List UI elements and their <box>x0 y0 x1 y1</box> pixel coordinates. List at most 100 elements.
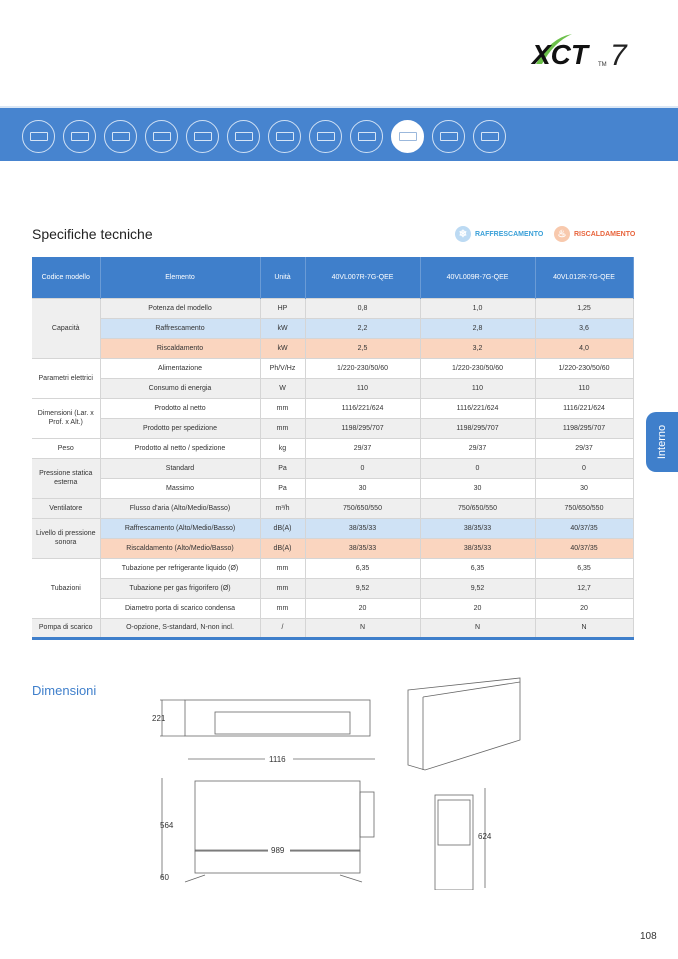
table-row: Prodotto per spedizione mm 1198/295/707 119… <box>32 417 634 439</box>
dim-total-height: 624 <box>478 832 492 841</box>
unit-cell: / <box>260 617 306 640</box>
item-cell: Alimentazione <box>100 357 261 379</box>
column-header: Codice modello <box>32 257 101 298</box>
cassette-compact-icon[interactable] <box>22 120 55 153</box>
value-cell: 750/650/550 <box>305 497 421 519</box>
item-cell: Raffrescamento <box>100 317 261 339</box>
value-cell: 4,0 <box>535 337 634 359</box>
cassette-round-icon[interactable] <box>145 120 178 153</box>
table-row: Consumo di energia W 110 110 110 <box>32 377 634 399</box>
item-cell: Standard <box>100 457 261 479</box>
wall-mounted-icon[interactable] <box>309 120 342 153</box>
value-cell: 1198/295/707 <box>420 417 536 439</box>
value-cell: 1116/221/624 <box>305 397 421 419</box>
value-cell: 20 <box>535 597 634 619</box>
unit-cell: mm <box>260 417 306 439</box>
value-cell: 20 <box>420 597 536 619</box>
value-cell: 29/37 <box>305 437 421 459</box>
unit-cell: HP <box>260 297 306 319</box>
item-cell: Massimo <box>100 477 261 499</box>
value-cell: 9,52 <box>305 577 421 599</box>
svg-text:TM: TM <box>598 62 607 68</box>
value-cell: 6,35 <box>535 557 634 579</box>
value-cell: 29/37 <box>535 437 634 459</box>
table-row: Pressione statica esterna Standard Pa 0 0 0 <box>32 457 634 499</box>
table-row: Riscaldamento (Alto/Medio/Basso) dB(A) 38/… <box>32 537 634 559</box>
side-view-drawing <box>434 788 486 890</box>
side-tab-label: Interno <box>656 424 668 460</box>
value-cell: 38/35/33 <box>420 537 536 559</box>
dim-foot: 60 <box>160 873 169 882</box>
value-cell: 1,25 <box>535 297 634 319</box>
column-header: Unità <box>260 257 306 298</box>
cassette-4way-icon[interactable] <box>104 120 137 153</box>
value-cell: 750/650/550 <box>535 497 634 519</box>
unit-cell: mm <box>260 557 306 579</box>
table-row: Riscaldamento kW 2,5 3,2 4,0 <box>32 337 634 359</box>
value-cell: N <box>305 617 421 640</box>
value-cell: 38/35/33 <box>420 517 536 539</box>
group-label: Tubazioni <box>32 557 101 619</box>
value-cell: 1116/221/624 <box>420 397 536 419</box>
value-cell: 2,5 <box>305 337 421 359</box>
value-cell: 1/220-230/50/60 <box>535 357 634 379</box>
cassette-1way-icon[interactable] <box>63 120 96 153</box>
front-view-drawing <box>160 699 371 737</box>
value-cell: 0 <box>305 457 421 479</box>
floor-ceiling-icon[interactable] <box>350 120 383 153</box>
duct-medium-icon[interactable] <box>227 120 260 153</box>
table-row: Massimo Pa 30 30 30 <box>32 477 634 499</box>
value-cell: 6,35 <box>305 557 421 579</box>
item-cell: Raffrescamento (Alto/Medio/Basso) <box>100 517 261 539</box>
item-cell: Flusso d'aria (Alto/Medio/Basso) <box>100 497 261 519</box>
unit-glyph <box>357 132 376 141</box>
value-cell: 40/37/35 <box>535 537 634 559</box>
unit-cell: dB(A) <box>260 517 306 539</box>
value-cell: 110 <box>305 377 421 399</box>
value-cell: 6,35 <box>420 557 536 579</box>
legend-heating: ♨ RISCALDAMENTO <box>554 226 635 242</box>
ahu-kit-icon[interactable] <box>473 120 506 153</box>
xct7-logo: XCT TM 7 <box>528 28 648 72</box>
unit-cell: kW <box>260 317 306 339</box>
group-label: Livello di pressione sonora <box>32 517 101 559</box>
item-cell: Prodotto al netto / spedizione <box>100 437 261 459</box>
dim-length-bg <box>265 754 293 764</box>
item-cell: Potenza del modello <box>100 297 261 319</box>
side-tab-interno[interactable]: Interno <box>646 412 678 472</box>
item-cell: Tubazione per gas frigorifero (Ø) <box>100 577 261 599</box>
value-cell: 0 <box>535 457 634 479</box>
legend-cooling-label: RAFFRESCAMENTO <box>475 230 544 238</box>
page-number: 108 <box>640 931 657 942</box>
item-cell: O-opzione, S-standard, N-non incl. <box>100 617 261 640</box>
unit-cell: W <box>260 377 306 399</box>
value-cell: 1116/221/624 <box>535 397 634 419</box>
table-row: Parametri elettrici Alimentazione Ph/V/Hz 1… <box>32 357 634 399</box>
table-row: Tubazioni Tubazione per refrigerante liqu… <box>32 557 634 619</box>
duct-slim-icon[interactable] <box>186 120 219 153</box>
duct-high-icon[interactable] <box>268 120 301 153</box>
floor-concealed-icon[interactable] <box>391 120 424 153</box>
unit-cell: mm <box>260 397 306 419</box>
group-label: Parametri elettrici <box>32 357 101 399</box>
snowflake-icon: ❄ <box>455 226 471 242</box>
column-header: 40VL009R-7G-QEE <box>420 257 536 298</box>
value-cell: N <box>535 617 634 640</box>
unit-cell: kW <box>260 337 306 359</box>
unit-glyph <box>29 132 48 141</box>
value-cell: 3,2 <box>420 337 536 359</box>
value-cell: 1,0 <box>420 297 536 319</box>
table-row: Diametro porta di scarico condensa mm 20 20… <box>32 597 634 619</box>
unit-glyph <box>316 132 335 141</box>
table-row: Peso Prodotto al netto / spedizione kg 29/3… <box>32 437 634 459</box>
item-cell: Riscaldamento <box>100 337 261 359</box>
item-cell: Riscaldamento (Alto/Medio/Basso) <box>100 537 261 559</box>
value-cell: 1198/295/707 <box>305 417 421 439</box>
value-cell: 1/220-230/50/60 <box>420 357 536 379</box>
dimension-drawings: 221 1116 564 989 60 624 <box>152 677 521 890</box>
svg-text:7: 7 <box>610 39 628 72</box>
dim-inner-length: 989 <box>271 846 285 855</box>
table-row: Capacità Potenza del modello HP 0,8 1,0 1,25 <box>32 297 634 359</box>
console-icon[interactable] <box>432 120 465 153</box>
table-row: Pompa di scarico O-opzione, S-standard, N… <box>32 617 634 640</box>
